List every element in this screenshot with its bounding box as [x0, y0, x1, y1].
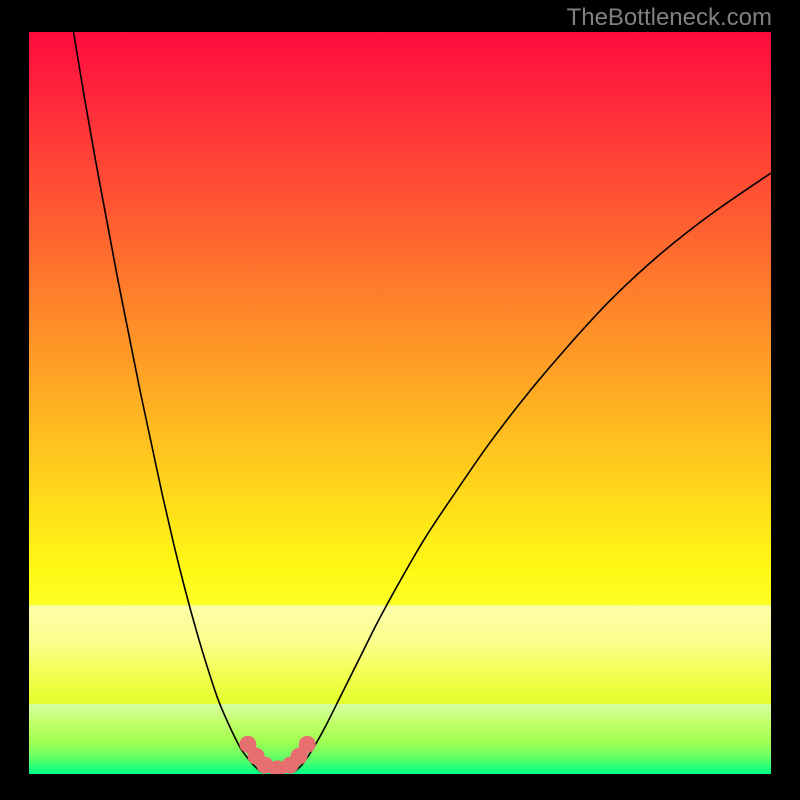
highlight-dot [299, 736, 316, 753]
watermark-text: TheBottleneck.com [567, 4, 772, 32]
chart-frame [29, 32, 771, 774]
gradient-background [29, 32, 771, 774]
chart-svg [29, 32, 771, 774]
